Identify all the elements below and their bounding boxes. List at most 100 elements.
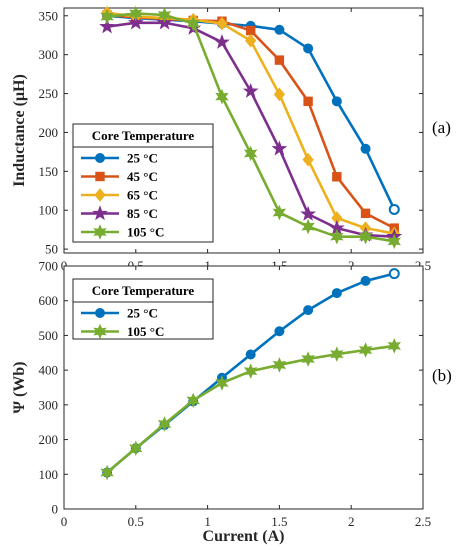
data-point xyxy=(360,208,371,219)
y-tick-label: 700 xyxy=(39,259,59,274)
x-axis-label: Current (A) xyxy=(203,528,285,545)
data-point xyxy=(303,43,314,54)
data-point xyxy=(303,305,314,316)
x-tick-label: 1 xyxy=(204,514,211,529)
y-tick-label: 50 xyxy=(45,242,58,257)
data-point xyxy=(360,143,371,154)
legend-label: 85 °C xyxy=(127,206,158,221)
data-point xyxy=(330,346,344,362)
panel-label: (b) xyxy=(432,366,452,385)
y-axis-label: Ψ (Wb) xyxy=(11,361,28,413)
legend-entry: 105 °C xyxy=(81,224,164,240)
legend-swatch-marker xyxy=(94,188,106,202)
data-point xyxy=(301,351,315,367)
y-tick-label: 100 xyxy=(39,203,59,218)
legend-title: Core Temperature xyxy=(92,128,195,143)
legend-swatch-marker xyxy=(95,308,105,318)
y-tick-label: 200 xyxy=(39,125,59,140)
legend-entry: 25 °C xyxy=(81,151,158,166)
panel-label: (a) xyxy=(432,118,451,137)
data-point xyxy=(127,14,144,30)
y-tick-label: 600 xyxy=(39,293,59,308)
data-point xyxy=(100,8,114,25)
legend-entry: 25 °C xyxy=(81,306,158,321)
data-point xyxy=(331,96,342,107)
data-point xyxy=(358,342,373,358)
legend-label: 25 °C xyxy=(127,306,158,321)
data-point xyxy=(243,363,258,379)
data-point xyxy=(303,96,313,107)
legend-entry: 65 °C xyxy=(81,188,158,203)
legend-swatch-marker xyxy=(92,205,108,221)
y-tick-label: 350 xyxy=(39,8,59,23)
data-point xyxy=(331,288,342,299)
data-point xyxy=(243,145,258,162)
data-point xyxy=(157,416,172,432)
data-point xyxy=(388,203,400,215)
x-tick-label: 1.5 xyxy=(271,514,287,529)
data-point xyxy=(242,82,259,98)
data-point xyxy=(332,172,342,182)
data-point xyxy=(100,464,114,481)
data-point xyxy=(274,24,285,35)
legend-entry: 105 °C xyxy=(81,323,164,340)
legend-label: 105 °C xyxy=(127,324,164,339)
data-point xyxy=(330,228,344,245)
y-tick-label: 300 xyxy=(39,47,59,62)
legend-label: 65 °C xyxy=(127,188,158,203)
legend-swatch-marker xyxy=(93,224,107,240)
y-axis-label: Inductance (μH) xyxy=(11,74,28,187)
y-tick-label: 500 xyxy=(39,328,59,343)
y-tick-label: 0 xyxy=(52,502,59,517)
series-1 xyxy=(100,338,402,481)
legend-entry: 85 °C xyxy=(81,205,158,221)
x-tick-label: 0.5 xyxy=(128,514,144,529)
data-point xyxy=(129,5,143,22)
data-point xyxy=(387,233,402,250)
data-point xyxy=(215,88,229,105)
legend-label: 105 °C xyxy=(127,225,164,240)
data-point xyxy=(274,326,285,337)
legend-label: 45 °C xyxy=(127,169,158,184)
data-point xyxy=(216,16,228,31)
data-point xyxy=(245,25,256,36)
data-point xyxy=(301,218,315,235)
data-point xyxy=(302,152,314,167)
data-point xyxy=(272,204,287,221)
legend-swatch-marker xyxy=(93,323,107,340)
data-point xyxy=(360,275,371,286)
y-tick-label: 100 xyxy=(39,467,59,482)
data-point xyxy=(215,375,229,391)
legend-swatch-marker xyxy=(95,171,105,182)
data-point xyxy=(214,33,230,49)
y-tick-label: 400 xyxy=(39,363,59,378)
data-point xyxy=(271,140,288,156)
y-tick-label: 150 xyxy=(39,164,59,179)
legend-title: Core Temperature xyxy=(92,283,195,298)
inductance-chart: 00.511.522.550100150200250300350Inductan… xyxy=(11,5,451,273)
data-point xyxy=(99,18,115,34)
legend-label: 25 °C xyxy=(127,151,158,166)
data-point xyxy=(388,268,400,280)
data-point xyxy=(186,15,200,32)
x-tick-label: 2.5 xyxy=(415,514,431,529)
y-tick-label: 200 xyxy=(39,432,59,447)
data-point xyxy=(300,205,316,221)
legend: Core Temperature 25 °C 45 °C 65 °C 85 °C 105 … xyxy=(72,123,214,243)
legend-box xyxy=(72,123,214,243)
data-point xyxy=(274,55,285,65)
x-tick-label: 0 xyxy=(61,514,68,529)
flux-linkage-chart: 0 0.5 1 1.5 2 2.5 0 100 200 300 400 500 600 700 Ψ (Wb)… xyxy=(11,259,452,546)
data-point xyxy=(157,7,172,23)
data-point xyxy=(272,357,287,373)
x-tick-label: 2 xyxy=(348,514,355,529)
y-tick-label: 250 xyxy=(39,86,59,101)
legend: Core Temperature 25 °C 105 °C xyxy=(72,278,214,340)
data-point xyxy=(387,338,402,354)
data-point xyxy=(245,33,257,48)
y-tick-label: 300 xyxy=(39,397,59,412)
data-point xyxy=(273,87,286,102)
legend-entry: 45 °C xyxy=(81,169,158,184)
data-point xyxy=(129,440,143,457)
